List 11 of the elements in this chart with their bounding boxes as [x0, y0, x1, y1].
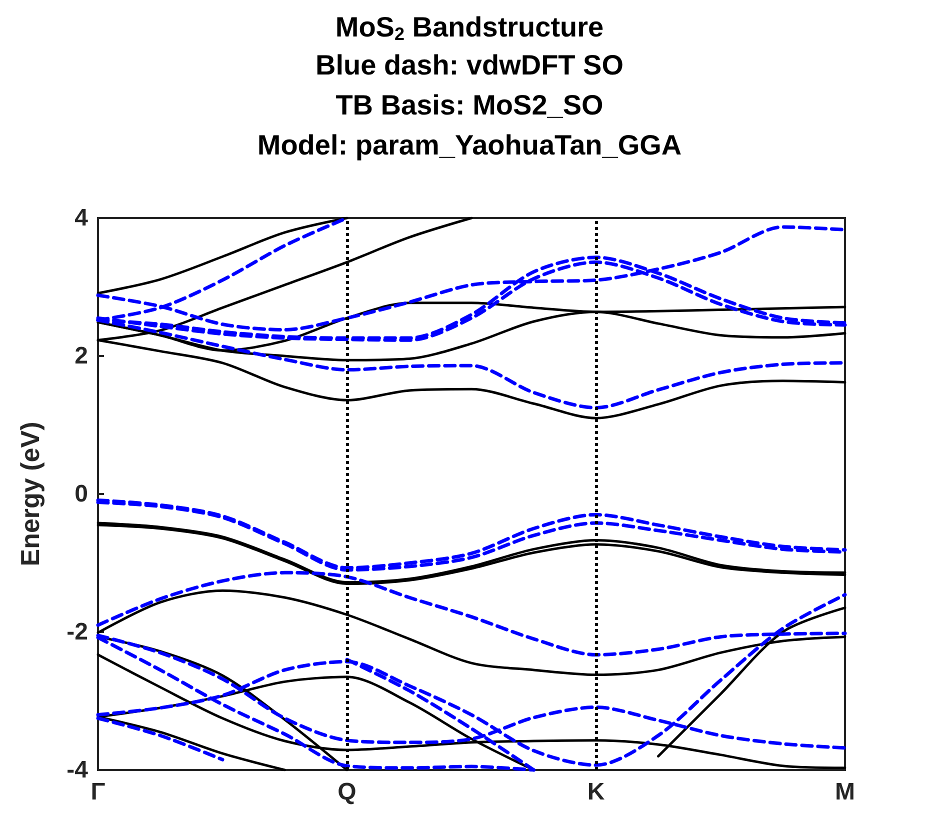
x-tick-label: Γ: [90, 778, 106, 806]
y-tick-label: 2: [74, 342, 88, 370]
y-axis-title: Energy (eV): [15, 422, 45, 566]
y-tick-label: 4: [74, 204, 89, 232]
x-tick-label: Q: [338, 778, 356, 806]
y-tick-label: -4: [66, 756, 89, 784]
y-tick-label: -2: [66, 618, 88, 646]
y-tick-label: 0: [74, 480, 88, 508]
x-tick-label: K: [587, 778, 606, 806]
x-tick-label: M: [835, 778, 855, 806]
chart-subtitle: Blue dash: vdwDFT SO TB Basis: MoS2_SO Model: param_YaohuaTan_GGA: [257, 50, 682, 160]
